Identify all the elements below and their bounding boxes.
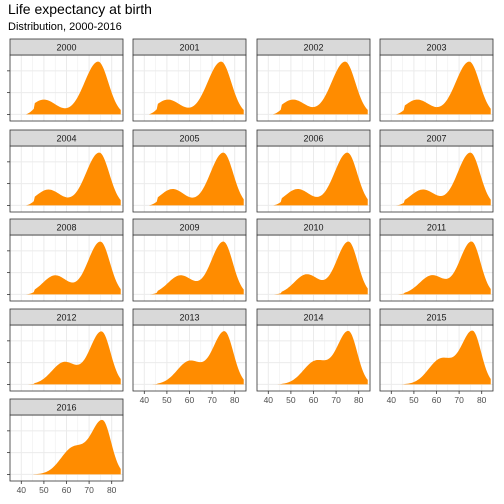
facet-strip xyxy=(9,218,124,236)
facet-panel-2006: 2006 xyxy=(256,129,371,213)
facet-panel-2005: 2005 xyxy=(132,129,247,213)
density-area-2002 xyxy=(272,61,368,115)
density-area-2000 xyxy=(25,61,121,115)
facet-strip xyxy=(132,38,247,56)
chart-title: Life expectancy at birth xyxy=(8,1,152,17)
facet-strip-label: 2016 xyxy=(56,403,76,413)
x-tick-label: 40 xyxy=(387,395,397,405)
density-area-2006 xyxy=(272,152,368,206)
facet-strip-label: 2007 xyxy=(426,134,446,144)
facet-strip-label: 2015 xyxy=(426,313,446,323)
density-area-2012 xyxy=(25,331,121,385)
x-tick-label: 60 xyxy=(432,395,442,405)
facet-strip-label: 2005 xyxy=(179,134,199,144)
facet-panel-2012: 2012 xyxy=(7,308,124,392)
x-tick-label: 60 xyxy=(185,395,195,405)
facet-strip xyxy=(256,308,371,326)
density-area-2016 xyxy=(25,419,121,475)
density-area-2009 xyxy=(148,241,244,295)
facet-strip-label: 2003 xyxy=(426,43,446,53)
facet-strip xyxy=(379,38,494,56)
x-tick-label: 80 xyxy=(230,395,240,405)
facet-panel-2008: 2008 xyxy=(7,218,124,302)
facet-strip xyxy=(379,129,494,147)
density-area-2014 xyxy=(272,330,368,385)
facet-panel-2001: 2001 xyxy=(132,38,247,122)
x-tick-label: 70 xyxy=(207,395,217,405)
density-area-2010 xyxy=(272,241,368,295)
x-tick-label: 40 xyxy=(140,395,150,405)
x-tick-label: 60 xyxy=(62,485,72,495)
facet-strip-label: 2006 xyxy=(303,134,323,144)
x-tick-label: 40 xyxy=(17,485,27,495)
density-area-2008 xyxy=(25,241,121,295)
facet-strip xyxy=(256,129,371,147)
x-tick-label: 80 xyxy=(477,395,487,405)
x-tick-label: 50 xyxy=(162,395,172,405)
facet-strip-label: 2014 xyxy=(303,313,323,323)
x-tick-label: 50 xyxy=(409,395,419,405)
density-area-2007 xyxy=(395,152,491,206)
facet-strip-label: 2010 xyxy=(303,223,323,233)
x-tick-label: 70 xyxy=(331,395,341,405)
facet-strip xyxy=(132,308,247,326)
density-area-2015 xyxy=(395,330,491,385)
x-tick-label: 50 xyxy=(39,485,49,495)
facet-panel-2014: 2014 40 50 60 70 80 xyxy=(256,308,371,405)
facet-strip xyxy=(9,38,124,56)
facet-panel-2015: 2015 40 50 60 70 80 xyxy=(379,308,494,405)
x-tick-label: 60 xyxy=(309,395,319,405)
facet-strip-label: 2012 xyxy=(56,313,76,323)
facet-strip xyxy=(256,218,371,236)
facet-strip xyxy=(9,398,124,416)
facet-panel-2011: 2011 xyxy=(379,218,494,302)
facet-strip-label: 2011 xyxy=(427,223,446,233)
facet-panel-2007: 2007 xyxy=(379,129,494,213)
facet-strip xyxy=(379,308,494,326)
facet-strip xyxy=(256,38,371,56)
density-area-2013 xyxy=(148,331,244,385)
facet-strip xyxy=(9,129,124,147)
facet-panel-2009: 2009 xyxy=(132,218,247,302)
facet-panel-2010: 2010 xyxy=(256,218,371,302)
x-tick-label: 80 xyxy=(107,485,117,495)
x-tick-label: 70 xyxy=(84,485,94,495)
facet-panel-2013: 2013 40 50 60 70 80 xyxy=(132,308,247,405)
facet-strip-label: 2000 xyxy=(56,43,76,53)
facet-strip xyxy=(9,308,124,326)
facet-strip-label: 2002 xyxy=(303,43,323,53)
density-area-2001 xyxy=(148,61,244,115)
x-tick-label: 80 xyxy=(354,395,364,405)
x-tick-label: 40 xyxy=(264,395,274,405)
facet-strip-label: 2004 xyxy=(56,134,76,144)
facet-strip xyxy=(379,218,494,236)
facet-panel-2004: 2004 xyxy=(7,129,124,213)
facet-strip-label: 2001 xyxy=(179,43,199,53)
facet-panel-2002: 2002 xyxy=(256,38,371,122)
facet-strip-label: 2013 xyxy=(179,313,199,323)
x-tick-label: 50 xyxy=(286,395,296,405)
density-area-2003 xyxy=(395,61,491,115)
chart-subtitle: Distribution, 2000-2016 xyxy=(8,21,122,33)
facet-strip-label: 2008 xyxy=(56,223,76,233)
facet-strip xyxy=(132,218,247,236)
x-tick-label: 70 xyxy=(454,395,464,405)
density-area-2004 xyxy=(25,152,121,206)
facet-panel-2000: 2000 xyxy=(7,38,124,122)
facet-strip-label: 2009 xyxy=(179,223,199,233)
facet-panel-2003: 2003 xyxy=(379,38,494,122)
facet-panel-2016: 2016 40 50 60 70 80 xyxy=(7,398,124,495)
facet-strip xyxy=(132,129,247,147)
density-area-2011 xyxy=(395,241,491,295)
density-area-2005 xyxy=(148,152,244,206)
